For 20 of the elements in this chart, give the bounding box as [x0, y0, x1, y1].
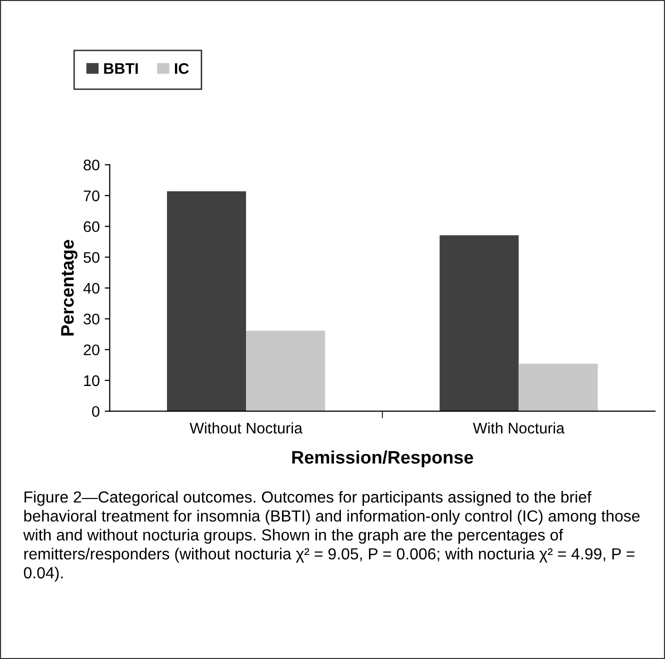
bar [166, 191, 246, 412]
y-tick-label: 80 [84, 160, 100, 170]
y-tick-label: 70 [84, 190, 100, 202]
x-tick-label: With Nocturia [472, 422, 565, 434]
y-tick-label: 50 [84, 252, 100, 263]
y-tick-label: 10 [84, 375, 100, 386]
legend-label: IC [174, 63, 189, 74]
caption: Figure 2—Categorical outcomes. Outcomes for participants assigned to the brief behavioral treatment for insomnia (BBTI) and information-only control (IC) among those with and without nocturia groups. Shown in the graph are the percentages of remitters/responders (without nocturia χ² = 9.05, P = 0.006; with nocturia χ² = 4.99, P = 0.04). [23, 490, 640, 582]
bar [518, 364, 598, 412]
y-axis-title: Percentage [61, 240, 78, 336]
y-tick-label: 40 [83, 282, 100, 294]
y-tick-label: 30 [84, 314, 100, 324]
x-tick-label: Without Nocturia [190, 422, 303, 434]
bar [246, 330, 326, 412]
x-axis-title: Remission/Response [292, 450, 474, 468]
bar [440, 235, 519, 412]
y-tick-label: 20 [84, 344, 100, 356]
legend-label: BBTI [104, 63, 138, 74]
y-tick-label: 60 [84, 221, 100, 232]
y-tick-label: 0 [92, 406, 100, 417]
